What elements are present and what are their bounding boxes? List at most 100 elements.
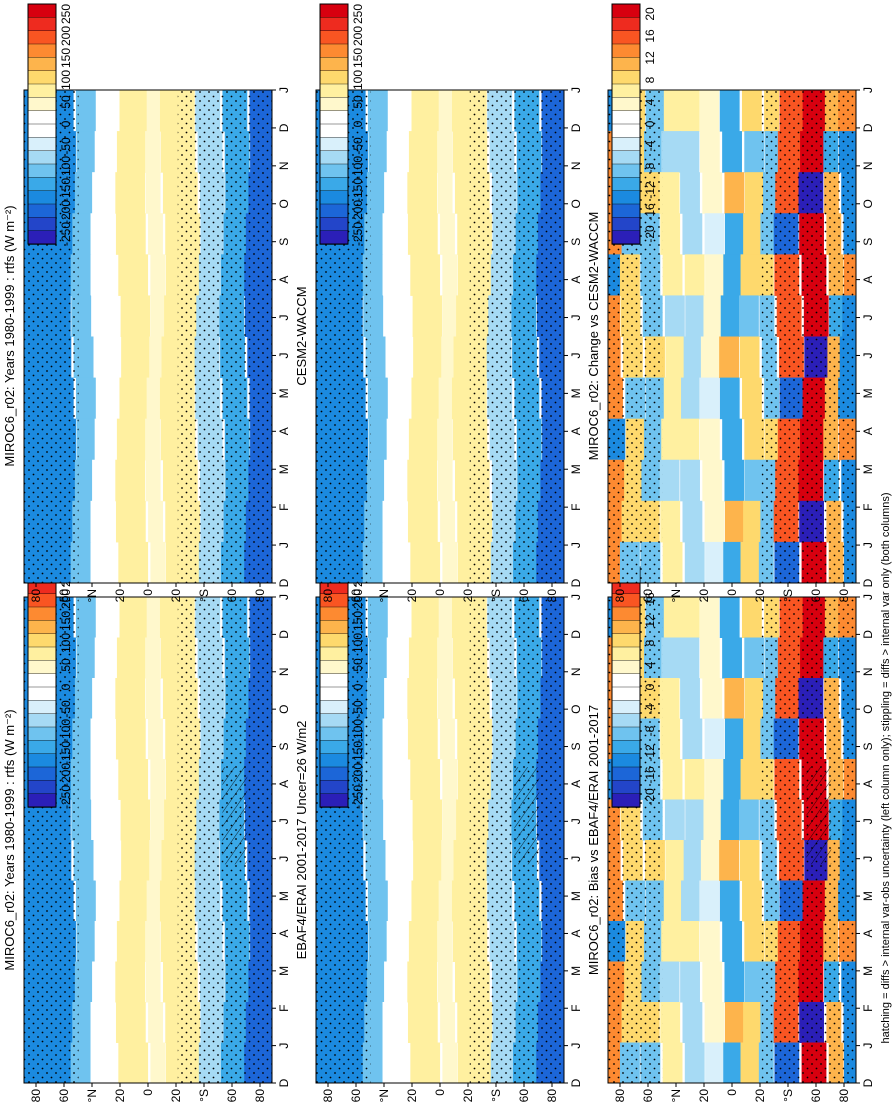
heatmap-cell: [93, 295, 119, 337]
colorbar-cell: [27, 660, 57, 675]
heatmap-cell: [743, 500, 763, 543]
colorbar-frame: [319, 3, 349, 245]
heatmap-cell: [684, 759, 705, 800]
lat-tick-label: 80: [837, 589, 851, 603]
colorbar-tick-label: -20: [643, 788, 657, 806]
colorbar-tick-label: -4: [643, 140, 657, 151]
colorbar-cell: [27, 163, 57, 179]
lat-tick-label: 60: [641, 589, 655, 603]
colorbar-tick-label: -8: [643, 725, 657, 736]
colorbar-frame: [611, 3, 641, 245]
month-tick-label: D: [861, 123, 875, 132]
month-tick-label: O: [277, 199, 291, 208]
heatmap-cell: [366, 172, 387, 214]
lat-tick-label: °S: [489, 589, 503, 602]
month-tick-label: S: [569, 238, 583, 246]
heatmap-cell: [407, 961, 438, 1003]
heatmap-cell: [382, 1002, 408, 1043]
colorbar-6: 20 16 12 8 4 0 -4 -8 -12 -16 -20: [611, 3, 657, 245]
heatmap-cell: [145, 921, 160, 962]
heatmap-cell: [90, 718, 116, 760]
lat-tick-label: 20: [169, 589, 183, 603]
colorbar-cell: [27, 646, 57, 662]
colorbar-tick-label: -150: [351, 178, 365, 202]
heatmap-cell: [705, 759, 725, 800]
colorbar-tick-label: 0: [643, 120, 657, 127]
month-tick-label: A: [861, 276, 875, 284]
heatmap-cell: [682, 213, 703, 255]
heatmap-cell: [437, 459, 453, 502]
colorbar-cell: [27, 177, 57, 192]
colorbar-5: 250 200 150 100 50 0 -50-100-150-200-250: [319, 3, 365, 246]
month-tick-label: D: [861, 630, 875, 639]
heatmap-cell: [94, 921, 120, 962]
heatmap-cell: [408, 131, 439, 173]
heatmap-cell: [115, 718, 146, 760]
month-tick-label: F: [569, 1005, 583, 1012]
colorbar-cell: [319, 780, 349, 795]
heatmap-cell: [699, 377, 720, 420]
chart-panel-4: 80 60 °N 20 0 20 °S 60 80 D J F M A M J J A S O N D J MIROC6_r0…: [2, 87, 291, 602]
month-tick-label: J: [277, 542, 291, 548]
month-tick-label: J: [861, 352, 875, 358]
colorbar-cell: [319, 753, 349, 768]
colorbar-cell: [319, 17, 349, 32]
lat-tick-label: 0: [725, 589, 739, 596]
colorbar-tick-label: -16: [643, 203, 657, 221]
colorbar-tick-label: -16: [643, 766, 657, 784]
month-tick-label: A: [277, 276, 291, 284]
heatmap-cell: [410, 254, 441, 296]
heatmap-cell: [407, 500, 438, 543]
lat-tick-label: 60: [517, 1089, 531, 1103]
colorbar-cell: [611, 163, 641, 179]
colorbar-cell: [611, 3, 641, 19]
heatmap-cell: [75, 377, 96, 420]
heatmap-cell: [442, 295, 458, 337]
month-tick-label: J: [277, 1043, 291, 1049]
lat-tick-label: °N: [377, 1089, 391, 1102]
heatmap-cell: [719, 377, 740, 420]
lat-tick-label: °N: [669, 589, 683, 602]
colorbar-tick-label: 16: [643, 592, 657, 606]
heatmap-cell: [150, 254, 166, 296]
heatmap-cell: [700, 336, 721, 379]
heatmap-cell: [661, 637, 682, 679]
lat-tick-label: °S: [489, 1089, 503, 1102]
heatmap-cell: [92, 678, 117, 719]
month-tick-label: N: [861, 162, 875, 171]
colorbar-tick-label: -200: [351, 763, 365, 787]
month-tick-label: M: [861, 966, 875, 976]
heatmap-cell: [700, 840, 721, 881]
heatmap-cell: [702, 678, 723, 719]
heatmap-cell: [146, 880, 162, 922]
colorbar-tick-label: 50: [351, 658, 365, 672]
heatmap-cell: [440, 213, 455, 255]
heatmap-cell: [740, 254, 761, 296]
heatmap-cell: [145, 131, 160, 173]
heatmap-cell: [744, 961, 765, 1003]
heatmap-cell: [116, 131, 147, 173]
heatmap-cell: [663, 597, 684, 638]
heatmap-cell: [366, 678, 387, 719]
panel-title: MIROC6_r02: Bias vs EBAF4/ERAI 2001-2017: [586, 705, 601, 975]
heatmap-cell: [386, 131, 412, 173]
colorbar-cell: [611, 30, 641, 45]
month-tick-label: J: [569, 1043, 583, 1049]
colorbar-tick-label: -12: [643, 744, 657, 762]
month-tick-label: F: [861, 503, 875, 510]
heatmap-cell: [664, 799, 685, 841]
colorbar-tick-label: 150: [351, 611, 365, 631]
heatmap-cell: [724, 213, 745, 255]
colorbar-tick-label: -250: [59, 222, 73, 246]
colorbar-cell: [611, 217, 641, 232]
month-tick-label: O: [861, 199, 875, 208]
colorbar-cell: [319, 203, 349, 219]
heatmap-cell: [119, 880, 150, 922]
colorbar-cell: [319, 57, 349, 72]
heatmap-cell: [93, 799, 119, 841]
heatmap-cell: [724, 678, 745, 719]
month-tick-label: D: [861, 1078, 875, 1087]
month-tick-label: J: [569, 352, 583, 358]
colorbar-cell: [27, 110, 57, 125]
heatmap-cell: [119, 597, 150, 638]
